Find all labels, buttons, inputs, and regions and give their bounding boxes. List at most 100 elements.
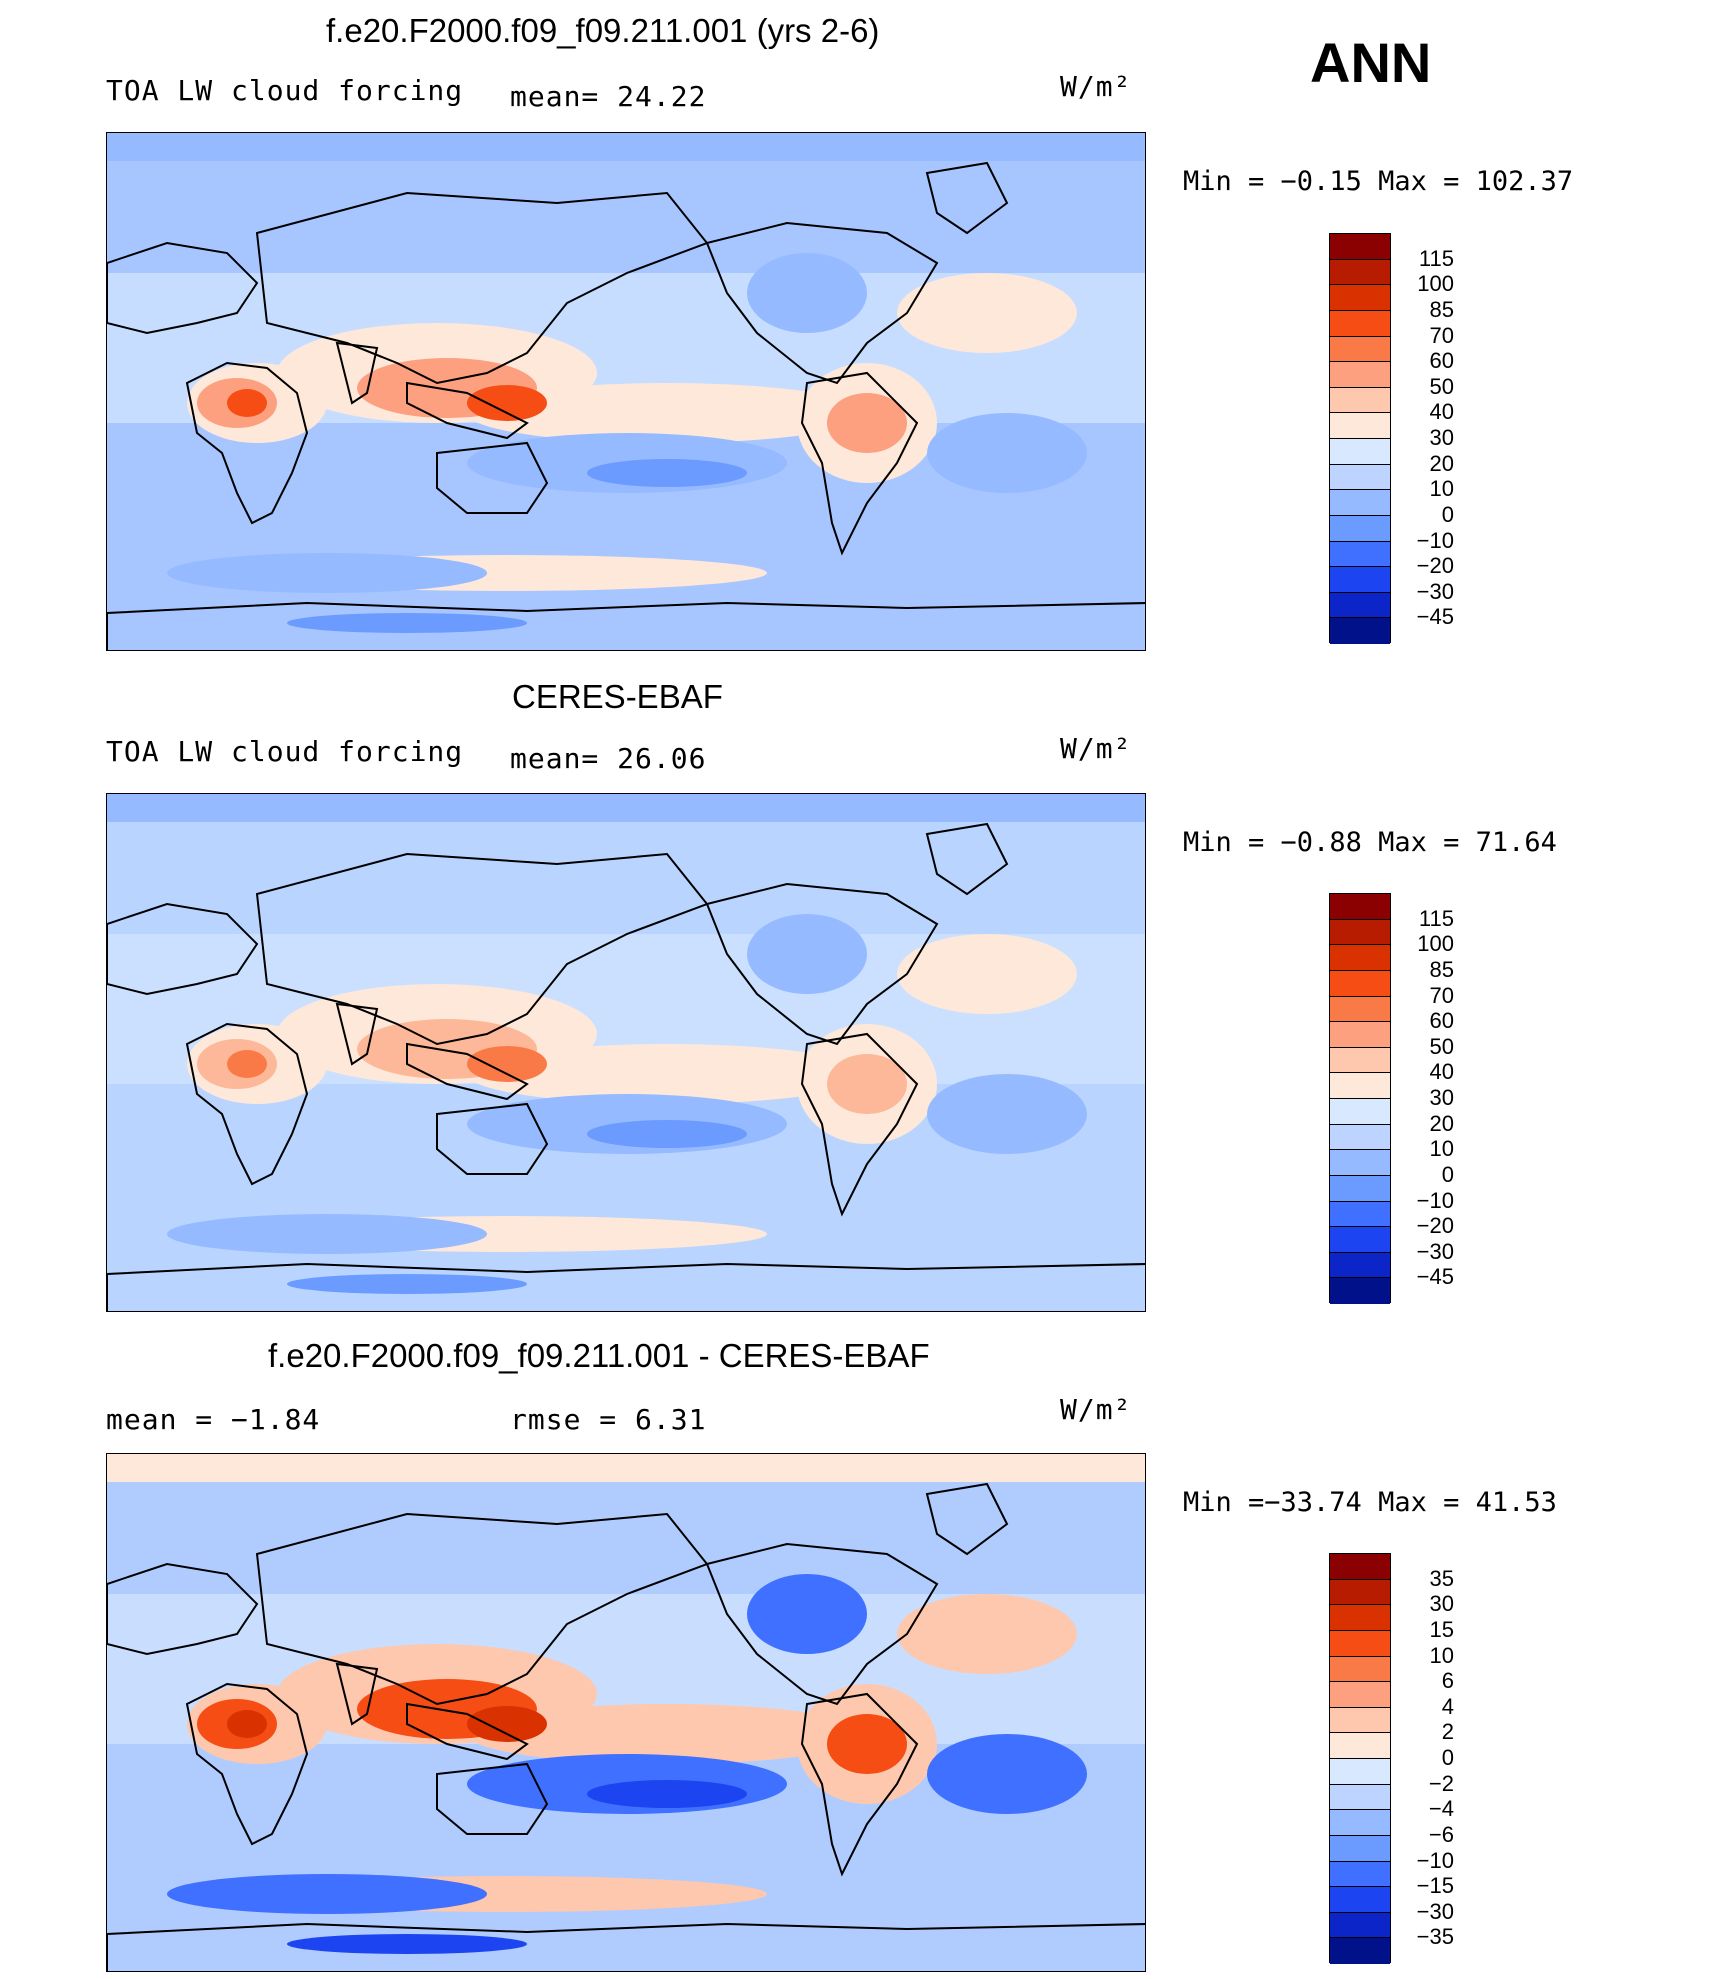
panel-3-colorbar (1329, 1553, 1391, 1964)
panel-2-variable-label: TOA LW cloud forcing (106, 735, 464, 768)
colorbar-tick-label: 4 (1441, 1693, 1454, 1719)
panel-3-mean: mean = −1.84 (106, 1403, 321, 1436)
panel-2-title: CERES-EBAF (512, 678, 723, 715)
colorbar-tick-label: −30 (1416, 578, 1454, 604)
panel-2-mean: mean= 26.06 (510, 742, 707, 775)
panel-3-max-value: 41.53 (1475, 1487, 1557, 1518)
colorbar-segment (1330, 439, 1390, 465)
panel-3-units: W/m² (1060, 1393, 1132, 1426)
colorbar-segment (1330, 1656, 1390, 1683)
colorbar-tick-label: 100 (1417, 271, 1454, 297)
colorbar-tick-label: 60 (1429, 1008, 1454, 1034)
colorbar-segment (1330, 1175, 1390, 1202)
colorbar-tick-label: 85 (1429, 956, 1454, 982)
colorbar-segment (1330, 1227, 1390, 1253)
panel-1-mean: mean= 24.22 (510, 80, 707, 113)
panel-3-title: f.e20.F2000.f09_f09.211.001 - CERES-EBAF (268, 1337, 930, 1374)
colorbar-segment (1330, 1605, 1390, 1631)
colorbar-tick-label: −45 (1416, 1264, 1454, 1290)
colorbar-tick-label: 70 (1429, 982, 1454, 1008)
colorbar-segment (1330, 541, 1390, 568)
colorbar-tick-label: 6 (1441, 1668, 1454, 1694)
colorbar-tick-label: 40 (1429, 399, 1454, 425)
colorbar-segment (1330, 1073, 1390, 1099)
colorbar-tick-label: 85 (1429, 296, 1454, 322)
panel-2-map (106, 793, 1146, 1312)
colorbar-segment (1330, 1759, 1390, 1785)
colorbar-segment (1330, 285, 1390, 311)
panel-2-max-value: 71.64 (1475, 827, 1557, 858)
colorbar-segment (1330, 259, 1390, 286)
panel-1-title: f.e20.F2000.f09_f09.211.001 (yrs 2-6) (326, 12, 880, 49)
colorbar-segment (1330, 1912, 1390, 1939)
colorbar-tick-label: −10 (1416, 1187, 1454, 1213)
colorbar-tick-label: 10 (1429, 1642, 1454, 1668)
colorbar-segment (1330, 1810, 1390, 1836)
colorbar-tick-label: 10 (1429, 476, 1454, 502)
colorbar-segment (1330, 1252, 1390, 1279)
colorbar-tick-label: 115 (1418, 245, 1454, 271)
panel-2-units: W/m² (1060, 732, 1132, 765)
colorbar-tick-label: 60 (1429, 348, 1454, 374)
colorbar-segment (1330, 336, 1390, 363)
colorbar-tick-label: 0 (1441, 501, 1454, 527)
panel-1-colorbar (1329, 233, 1391, 644)
colorbar-segment (1330, 1579, 1390, 1606)
colorbar-segment (1330, 1707, 1390, 1734)
colorbar-tick-label: −45 (1416, 604, 1454, 630)
colorbar-segment (1330, 1278, 1390, 1304)
panel-1-variable-label: TOA LW cloud forcing (106, 74, 464, 107)
colorbar-segment (1330, 1887, 1390, 1913)
colorbar-segment (1330, 970, 1390, 997)
colorbar-tick-label: 30 (1429, 1591, 1454, 1617)
colorbar-tick-label: −20 (1416, 553, 1454, 579)
colorbar-segment (1330, 310, 1390, 337)
colorbar-tick-label: 30 (1429, 1085, 1454, 1110)
colorbar-segment (1330, 1938, 1390, 1964)
colorbar-segment (1330, 464, 1390, 491)
colorbar-tick-label: −6 (1428, 1821, 1454, 1847)
colorbar-segment (1330, 413, 1390, 439)
colorbar-segment (1330, 1554, 1390, 1580)
colorbar-tick-label: 50 (1429, 1033, 1454, 1059)
panel-2-colorbar (1329, 893, 1391, 1304)
colorbar-segment (1330, 1784, 1390, 1811)
colorbar-segment (1330, 1835, 1390, 1862)
colorbar-segment (1330, 945, 1390, 971)
colorbar-segment (1330, 490, 1390, 516)
colorbar-tick-label: 20 (1429, 450, 1454, 476)
colorbar-tick-label: 0 (1441, 1745, 1454, 1770)
panel-2-min-value: −0.88 (1280, 827, 1362, 858)
colorbar-segment (1330, 567, 1390, 593)
colorbar-segment (1330, 1099, 1390, 1125)
colorbar-tick-label: −30 (1416, 1898, 1454, 1924)
panel-1-units: W/m² (1060, 70, 1132, 103)
season-label: ANN (1310, 31, 1432, 94)
panel-3-rmse: rmse = 6.31 (510, 1403, 707, 1436)
panel-1-map (106, 132, 1146, 651)
colorbar-segment (1330, 996, 1390, 1023)
colorbar-segment (1330, 234, 1390, 260)
colorbar-segment (1330, 1861, 1390, 1888)
colorbar-tick-label: 15 (1429, 1616, 1454, 1642)
colorbar-segment (1330, 1630, 1390, 1657)
colorbar-segment (1330, 618, 1390, 644)
panel-2-min-max: Min = −0.88 Max = 71.64 (1183, 827, 1557, 858)
colorbar-segment (1330, 1682, 1390, 1708)
colorbar-tick-label: −4 (1428, 1796, 1454, 1822)
panel-1-min-max: Min = −0.15 Max = 102.37 (1183, 166, 1574, 197)
panel-3-min-value: −33.74 (1264, 1487, 1362, 1518)
colorbar-segment (1330, 1124, 1390, 1151)
colorbar-tick-label: 20 (1429, 1110, 1454, 1136)
colorbar-tick-label: 40 (1429, 1059, 1454, 1085)
colorbar-tick-label: 100 (1417, 931, 1454, 957)
colorbar-tick-label: −2 (1428, 1770, 1454, 1796)
colorbar-tick-label: 2 (1441, 1719, 1454, 1745)
colorbar-segment (1330, 1047, 1390, 1074)
colorbar-tick-label: −35 (1416, 1924, 1454, 1950)
colorbar-tick-label: −10 (1416, 1847, 1454, 1873)
panel-1-min-value: −0.15 (1280, 166, 1362, 197)
colorbar-tick-label: 50 (1429, 373, 1454, 399)
colorbar-tick-label: 70 (1429, 322, 1454, 348)
colorbar-segment (1330, 1150, 1390, 1176)
